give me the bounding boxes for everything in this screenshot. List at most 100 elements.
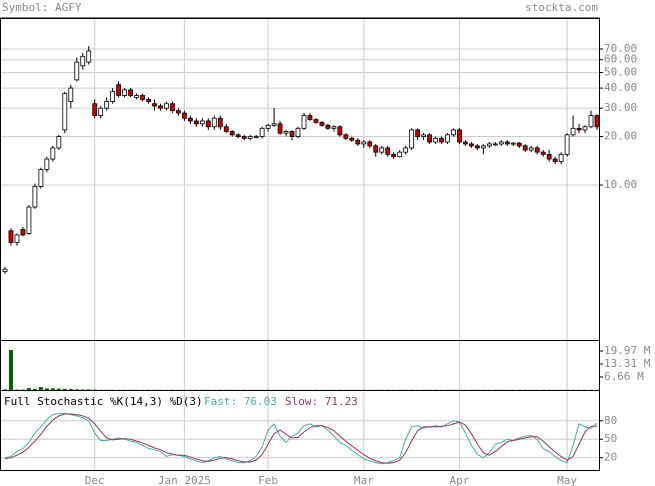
candle-body	[2, 268, 8, 272]
y-tick-label: 70.00	[604, 42, 637, 55]
chart-title: Symbol: AGFY	[2, 1, 82, 14]
candle-body	[86, 50, 92, 63]
candle-body	[343, 134, 349, 139]
candle-body	[32, 186, 38, 208]
candle-body	[558, 153, 564, 162]
y-tick-label: 30.00	[604, 101, 637, 114]
volume-bar	[56, 388, 61, 390]
candle-body	[98, 107, 104, 116]
candle-body	[433, 137, 438, 143]
candle-body	[122, 89, 127, 96]
candle-body	[116, 84, 122, 96]
y-tick-label: 10.00	[604, 178, 637, 191]
stochastic-line	[4, 412, 598, 465]
candle-body	[235, 134, 241, 137]
candle-body	[44, 158, 50, 170]
y-tick-label: 6.66 M	[604, 370, 644, 383]
candle-body	[427, 134, 432, 143]
candle-body	[307, 115, 313, 120]
volume-bar	[80, 389, 85, 390]
volume-bar	[44, 388, 49, 390]
candle-body	[14, 234, 20, 243]
x-tick-label: Feb	[258, 474, 278, 486]
volume-bar	[62, 388, 67, 390]
candle-body	[223, 126, 229, 132]
candle-body	[170, 103, 175, 111]
x-tick-label: Apr	[450, 474, 470, 486]
candle-body	[26, 206, 32, 234]
candle-body	[104, 101, 110, 109]
candle-body	[528, 147, 534, 151]
candle-body	[164, 103, 169, 109]
candle-body	[152, 103, 157, 107]
candle-body	[331, 126, 337, 129]
y-tick-label: 20	[604, 451, 617, 464]
candle-body	[361, 141, 367, 145]
candle-body	[325, 124, 331, 129]
candle-body	[205, 120, 211, 128]
candle-body	[8, 230, 14, 243]
volume-bar	[8, 349, 13, 390]
candle-body	[349, 137, 355, 141]
y-tick-label: 19.97 M	[604, 344, 651, 357]
candle-body	[451, 129, 456, 136]
candle-body	[295, 127, 301, 137]
volume-bar	[68, 389, 73, 390]
volume-bar	[26, 388, 31, 390]
candle-body	[74, 61, 80, 81]
candle-body	[516, 142, 522, 147]
x-tick-label: Dec	[85, 474, 105, 486]
candle-body	[80, 55, 86, 67]
candle-body	[187, 117, 193, 122]
candle-body	[313, 119, 319, 123]
candle-body	[110, 91, 116, 102]
y-tick-label: 60.00	[604, 53, 637, 66]
candle-body	[373, 145, 379, 153]
candle-body	[229, 131, 235, 136]
y-tick-label: 50.00	[604, 65, 637, 78]
x-tick-label: Jan 2025	[158, 474, 211, 486]
candle-body	[582, 126, 588, 131]
candle-body	[319, 121, 325, 126]
candle-body	[475, 145, 480, 149]
candle-body	[576, 127, 582, 131]
y-tick-label: 13.31 M	[604, 357, 651, 370]
volume-bar	[50, 388, 55, 390]
y-tick-label: 80	[604, 414, 617, 427]
candle-body	[134, 95, 139, 98]
y-tick-label: 20.00	[604, 130, 637, 143]
candle-body	[397, 151, 403, 158]
candle-body	[492, 143, 498, 146]
candle-body	[283, 131, 289, 134]
candle-body	[391, 153, 397, 158]
candle-body	[504, 141, 510, 145]
candle-body	[486, 143, 492, 147]
candle-body	[277, 123, 283, 134]
candle-body	[92, 103, 98, 116]
candle-body	[564, 134, 570, 155]
volume-bar	[3, 389, 7, 390]
y-tick-label: 40.00	[604, 81, 637, 94]
candle-body	[355, 139, 361, 145]
candle-body	[259, 127, 265, 137]
candle-body	[176, 110, 181, 114]
candle-body	[385, 147, 391, 155]
candle-body	[20, 229, 26, 236]
candle-body	[181, 112, 187, 119]
legend-entry: Fast: 76.03	[204, 395, 277, 408]
candle-body	[498, 141, 504, 145]
candle-body	[253, 136, 259, 138]
panel-frame	[0, 390, 600, 471]
candle-body	[217, 117, 223, 128]
candle-body	[146, 99, 151, 102]
volume-bar	[86, 389, 91, 390]
candle-body	[469, 143, 474, 147]
candle-body	[140, 95, 145, 100]
candle-body	[463, 141, 468, 145]
candle-body	[193, 120, 199, 125]
candle-body	[128, 89, 133, 96]
x-tick-label: Mar	[354, 474, 374, 486]
candle-body	[247, 136, 253, 139]
